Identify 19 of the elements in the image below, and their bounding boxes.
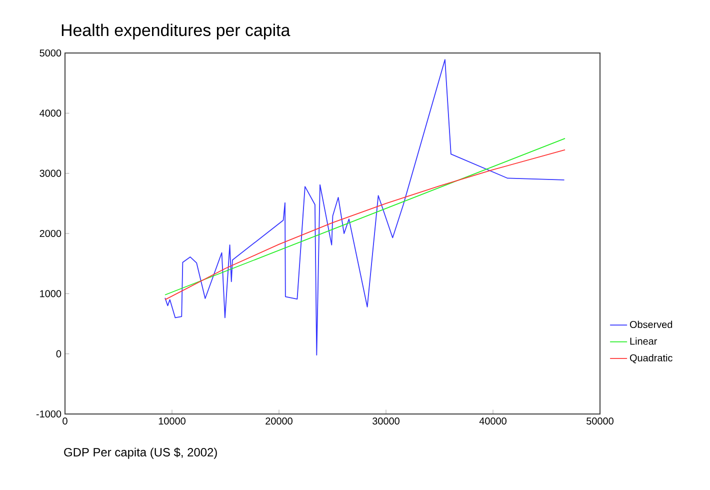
y-tick-label: 2000 — [40, 230, 62, 238]
y-tick-label: 4000 — [40, 110, 62, 117]
x-tick-label: 40000 — [479, 418, 506, 425]
y-tick-label: 5000 — [40, 49, 62, 57]
x-tick-label: 10000 — [158, 418, 186, 425]
y-tick-label: 1000 — [40, 290, 62, 298]
y-tick-label: -1000 — [36, 410, 62, 418]
chart-title: Health expenditures per capita — [62, 24, 290, 40]
legend-label: Linear — [630, 337, 658, 345]
x-axis-title: GDP Per capita (US $, 2002) — [64, 448, 217, 459]
line-series — [164, 59, 565, 356]
y-tick-label: 3000 — [40, 170, 62, 177]
legend-label: Quadratic — [630, 354, 672, 364]
legend-label: Observed — [630, 320, 672, 328]
x-tick-label: 20000 — [266, 418, 292, 425]
x-tick-label: 0 — [62, 418, 68, 425]
x-tick-label: 50000 — [586, 418, 614, 425]
y-tick-label: 0 — [56, 350, 62, 358]
x-tick-label: 30000 — [372, 418, 400, 425]
